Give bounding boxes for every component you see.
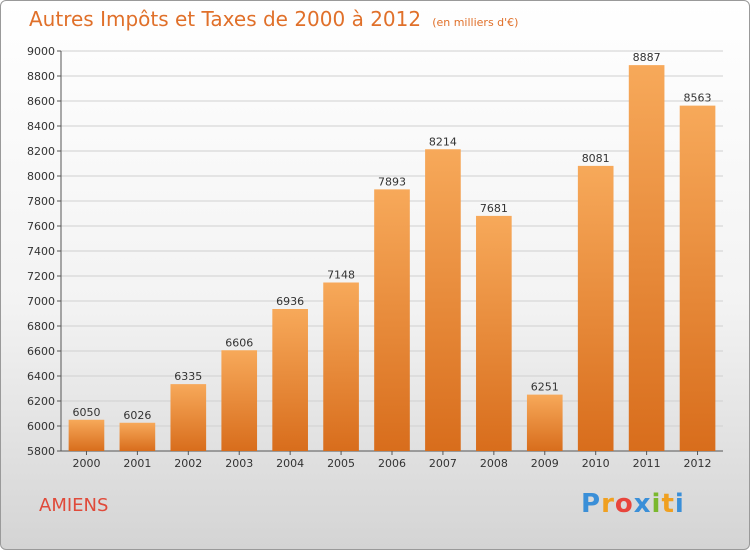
bar-2004 <box>272 309 308 451</box>
x-tick-label-2004: 2004 <box>276 457 304 470</box>
x-tick-label-2000: 2000 <box>72 457 100 470</box>
x-tick-label-2008: 2008 <box>480 457 508 470</box>
data-label-2004: 6936 <box>276 295 304 308</box>
y-tick-label: 8400 <box>27 120 55 133</box>
logo-letter: i <box>674 489 685 519</box>
y-tick-label: 5800 <box>27 445 55 458</box>
data-label-2005: 7148 <box>327 269 355 282</box>
labels: 5800 6000 6200 6400 6600 6800 7000 7200 7400 7600… <box>27 45 712 470</box>
bar-2001 <box>119 422 156 451</box>
data-label-2010: 8081 <box>582 152 610 165</box>
y-tick-label: 8000 <box>27 170 55 183</box>
data-label-2000: 6050 <box>72 406 100 419</box>
bar-2012 <box>679 105 716 451</box>
data-label-2008: 7681 <box>480 202 508 215</box>
data-label-2007: 8214 <box>429 135 457 148</box>
x-tick-label-2005: 2005 <box>327 457 355 470</box>
y-tick-label: 8800 <box>27 70 55 83</box>
data-label-2006: 7893 <box>378 175 406 188</box>
y-tick-label: 7600 <box>27 220 55 233</box>
logo-letter: i <box>651 489 662 519</box>
data-label-2009: 6251 <box>531 381 559 394</box>
y-tick-label: 7800 <box>27 195 55 208</box>
bar-2011 <box>628 65 665 451</box>
y-tick-label: 6000 <box>27 420 55 433</box>
logo-letter: o <box>614 489 634 519</box>
x-tick-label-2001: 2001 <box>123 457 151 470</box>
y-tick-label: 8600 <box>27 95 55 108</box>
data-label-2003: 6606 <box>225 336 253 349</box>
data-label-2002: 6335 <box>174 370 202 383</box>
bars <box>68 65 716 451</box>
x-tick-label-2009: 2009 <box>531 457 559 470</box>
bar-2005 <box>323 282 359 451</box>
y-tick-label: 6200 <box>27 395 55 408</box>
y-tick-label: 7400 <box>27 245 55 258</box>
bar-2000 <box>68 419 105 451</box>
y-tick-label: 6400 <box>27 370 55 383</box>
x-tick-label-2006: 2006 <box>378 457 406 470</box>
logo-letter: P <box>581 489 602 519</box>
data-label-2011: 8887 <box>633 51 661 64</box>
y-tick-label: 7200 <box>27 270 55 283</box>
y-tick-label: 7000 <box>27 295 55 308</box>
x-tick-label-2007: 2007 <box>429 457 457 470</box>
chart-title-block: Autres Impôts et Taxes de 2000 à 2012 (e… <box>29 7 518 31</box>
chart-title: Autres Impôts et Taxes de 2000 à 2012 <box>29 7 422 31</box>
x-tick-label-2003: 2003 <box>225 457 253 470</box>
bar-2010 <box>577 165 614 451</box>
x-tick-label-2010: 2010 <box>582 457 610 470</box>
y-tick-label: 8200 <box>27 145 55 158</box>
x-tick-label-2011: 2011 <box>633 457 661 470</box>
chart-unit-label: (en milliers d'€) <box>432 16 519 29</box>
data-label-2012: 8563 <box>684 92 712 105</box>
y-tick-label: 6600 <box>27 345 55 358</box>
bar-2002 <box>170 384 207 451</box>
y-tick-label: 9000 <box>27 45 55 58</box>
logo-letter: r <box>601 489 615 519</box>
x-tick-label-2002: 2002 <box>174 457 202 470</box>
bar-2003 <box>221 350 258 451</box>
x-tick-label-2012: 2012 <box>684 457 712 470</box>
bar-2009 <box>526 394 563 451</box>
logo-letter: t <box>661 489 675 519</box>
y-tick-label: 6800 <box>27 320 55 333</box>
data-label-2001: 6026 <box>123 409 151 422</box>
bar-2007 <box>425 149 461 451</box>
logo-letter: x <box>633 489 652 519</box>
bar-2008 <box>476 215 512 451</box>
proxiti-logo: Proxiti <box>581 489 685 519</box>
bar-2006 <box>374 189 410 451</box>
city-name: AMIENS <box>39 495 109 516</box>
